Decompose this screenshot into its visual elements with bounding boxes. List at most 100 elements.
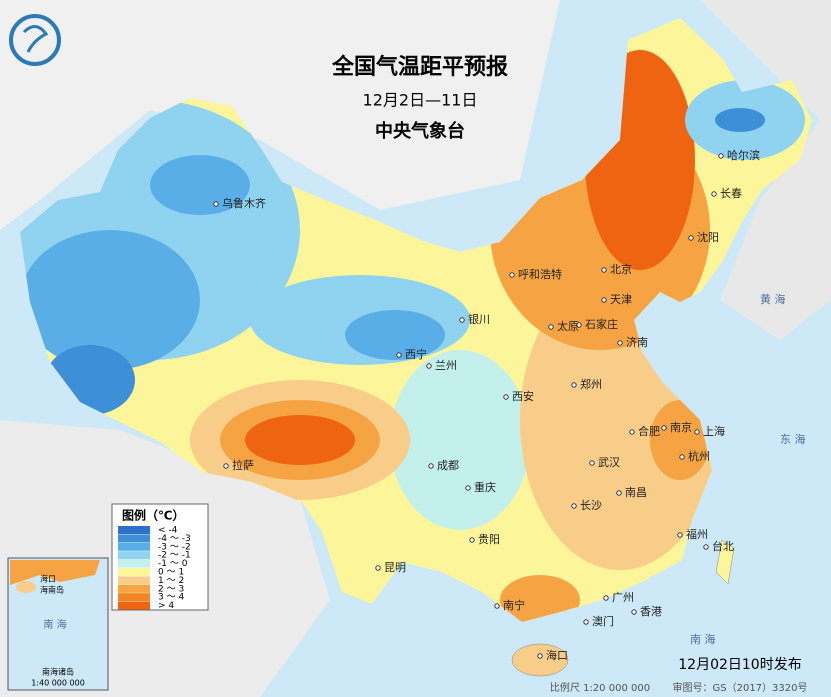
legend-swatch: [118, 601, 150, 610]
city-label: 哈尔滨: [727, 148, 760, 162]
city-label: 乌鲁木齐: [222, 196, 266, 210]
city-label: 武汉: [598, 456, 620, 469]
zone: [20, 230, 200, 370]
city-dot: [537, 653, 543, 659]
city-label: 杭州: [688, 449, 710, 463]
scale-note: 比例尺 1:20 000 000: [550, 681, 650, 694]
city-label: 南宁: [503, 598, 525, 612]
city-label: 长春: [720, 187, 742, 200]
city-dot: [509, 272, 515, 278]
city-label: 贵阳: [478, 533, 500, 546]
city-dot: [548, 324, 554, 330]
legend-swatch: [118, 542, 150, 551]
city-dot: [677, 532, 683, 538]
legend-label: 0 ～ 1: [158, 568, 184, 578]
neighbor-land: [560, 0, 831, 340]
sea-label: 东 海: [780, 432, 806, 446]
zone: [390, 350, 530, 530]
legend-swatch: [118, 534, 150, 543]
city-dot: [375, 565, 381, 571]
zone: [150, 155, 250, 215]
city-dot: [396, 352, 402, 358]
legend-label: -2 ～ -1: [158, 551, 191, 561]
city-dot: [459, 317, 465, 323]
city-label: 兰州: [435, 359, 457, 372]
city-dot: [601, 267, 607, 273]
city-dot: [694, 429, 700, 435]
inset-label: 南 海: [43, 618, 66, 631]
zone: [715, 108, 765, 132]
approval-note: 审图号：GS（2017）3320号: [673, 681, 808, 694]
city-dot: [679, 454, 685, 460]
legend-swatch: [118, 559, 150, 568]
legend-label: 3 ～ 4: [158, 593, 184, 603]
city-dot: [576, 322, 582, 328]
taiwan-island: [715, 539, 735, 585]
city-label: 西宁: [405, 347, 427, 361]
city-label: 南京: [670, 420, 692, 434]
city-dot: [571, 503, 577, 509]
legend-swatch: [118, 526, 150, 534]
city-dot: [428, 463, 434, 469]
city-label: 沈阳: [697, 230, 719, 244]
legend: 图例（℃） < -4-4 ～ -3-3 ～ -2-2 ～ -1-1 ～ 00 ～…: [111, 503, 209, 611]
legend-swatch: [118, 551, 150, 560]
inset-land: [10, 560, 100, 585]
city-dot: [494, 603, 500, 609]
city-label: 合肥: [638, 424, 660, 438]
city-dot: [661, 425, 667, 431]
city-dot: [711, 191, 717, 197]
zone: [245, 415, 355, 465]
legend-label: 2 ～ 3: [158, 584, 184, 594]
city-dot: [603, 595, 609, 601]
logo-mark: [22, 25, 49, 53]
zone: [650, 400, 710, 480]
city-label: 石家庄: [585, 317, 618, 331]
city-label: 广州: [612, 591, 634, 604]
neighbor-land: [0, 0, 560, 230]
legend-label: 1 ～ 2: [158, 576, 184, 586]
city-label: 郑州: [580, 377, 602, 391]
city-label: 台北: [712, 539, 734, 553]
inset-scale: 1:40 000 000: [31, 679, 85, 688]
city-dot: [617, 340, 623, 346]
city-dot: [616, 490, 622, 496]
city-label: 香港: [640, 605, 662, 618]
city-label: 济南: [626, 335, 648, 349]
inset-label: 海南岛: [40, 585, 64, 595]
hainan-island: [511, 643, 569, 677]
city-dot: [589, 460, 595, 466]
city-label: 北京: [610, 262, 632, 276]
logo: [9, 14, 61, 66]
legend-label: -1 ～ 0: [158, 559, 188, 569]
sea-label: 黄 海: [760, 292, 786, 306]
legend-label: -4 ～ -3: [158, 534, 191, 544]
legend-label: < -4: [158, 526, 178, 536]
legend-swatch: [118, 568, 150, 576]
legend-swatch: [118, 576, 150, 585]
city-label: 南昌: [625, 486, 647, 499]
city-dot: [465, 485, 471, 491]
city-dot: [601, 297, 607, 303]
issued-time: 12月02日10时发布: [678, 657, 801, 673]
city-dot: [469, 537, 475, 543]
city-label: 长沙: [580, 499, 602, 512]
legend-swatch: [118, 593, 150, 602]
city-label: 呼和浩特: [518, 267, 562, 281]
city-label: 太原: [557, 320, 579, 333]
city-dot: [718, 153, 724, 159]
inset-label: 海口: [40, 574, 56, 584]
city-dot: [223, 463, 229, 469]
city-label: 重庆: [474, 480, 496, 494]
city-dot: [426, 363, 432, 369]
zone: [345, 310, 445, 360]
legend-label: -3 ～ -2: [158, 542, 191, 552]
period: 12月2日—11日: [363, 91, 478, 110]
city-label: 福州: [686, 527, 708, 541]
city-label: 海口: [546, 648, 568, 662]
city-label: 成都: [437, 459, 459, 472]
city-label: 上海: [703, 424, 725, 438]
city-dot: [688, 235, 694, 241]
